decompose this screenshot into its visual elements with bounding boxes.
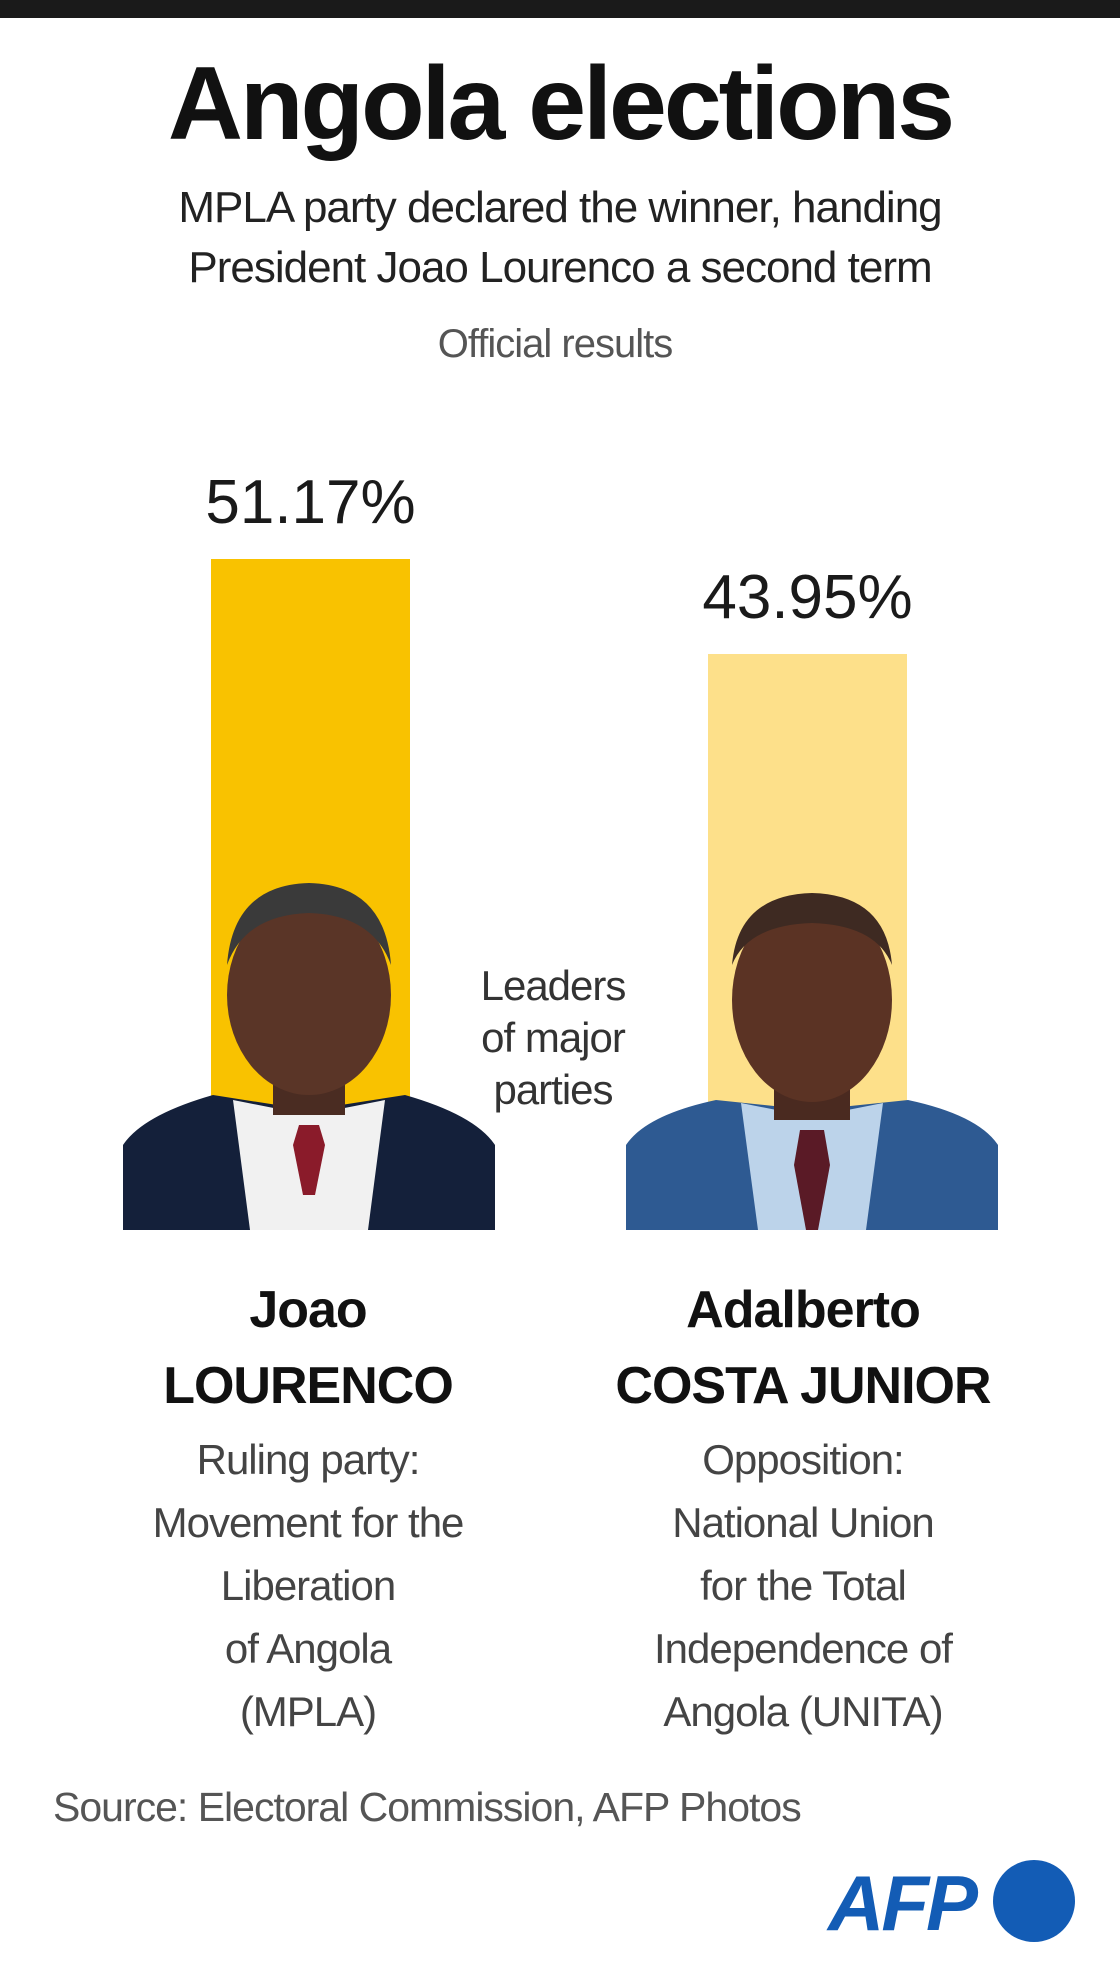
desc-line: National Union — [672, 1499, 935, 1546]
desc-line: Movement for the — [152, 1499, 465, 1546]
svg-text:AFP: AFP — [826, 1859, 979, 1944]
chart-subtitle: Official results — [437, 322, 673, 366]
desc-line: Liberation — [220, 1562, 396, 1609]
last-name: COSTA JUNIOR — [615, 1357, 991, 1415]
center-note-line: of major — [481, 1014, 626, 1061]
center-note-line: parties — [493, 1066, 613, 1113]
first-name: Joao — [249, 1281, 367, 1339]
desc-line: Opposition: — [702, 1436, 904, 1483]
photo-costa-junior — [626, 845, 998, 1230]
desc-line: Ruling party: — [196, 1436, 421, 1483]
center-note: Leaders of major parties — [403, 960, 703, 1116]
desc-line: of Angola — [224, 1625, 392, 1672]
data-label-costa-junior: 43.95% — [702, 562, 913, 632]
afp-logo: AFP — [826, 1858, 1078, 1949]
desc-line: Angola (UNITA) — [663, 1688, 943, 1735]
candidate-name-costa-junior: Adalberto COSTA JUNIOR — [563, 1272, 1043, 1424]
party-desc-unita: Opposition: National Union for the Total… — [563, 1428, 1043, 1743]
first-name: Adalberto — [686, 1281, 921, 1339]
center-note-line: Leaders — [480, 962, 627, 1009]
subtitle-line: President Joao Lourenco a second term — [188, 243, 932, 292]
top-rule — [0, 0, 1120, 18]
photo-lourenco — [123, 845, 495, 1230]
subtitle-line: MPLA party declared the winner, handing — [178, 183, 942, 232]
data-label-lourenco: 51.17% — [205, 468, 416, 538]
source-note: Source: Electoral Commission, AFP Photos — [53, 1784, 802, 1830]
desc-line: (MPLA) — [239, 1688, 377, 1735]
desc-line: Independence of — [654, 1625, 953, 1672]
candidate-name-lourenco: Joao LOURENCO — [68, 1272, 548, 1424]
last-name: LOURENCO — [163, 1357, 454, 1415]
subtitle: MPLA party declared the winner, handing … — [0, 178, 1120, 298]
desc-line: for the Total — [700, 1562, 907, 1609]
page-title: Angola elections — [167, 46, 955, 162]
party-desc-mpla: Ruling party: Movement for the Liberatio… — [68, 1428, 548, 1743]
